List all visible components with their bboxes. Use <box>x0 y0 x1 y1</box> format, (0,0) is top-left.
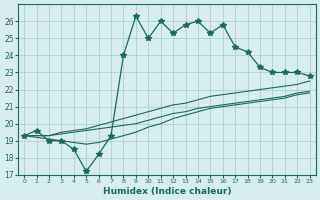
X-axis label: Humidex (Indice chaleur): Humidex (Indice chaleur) <box>103 187 231 196</box>
